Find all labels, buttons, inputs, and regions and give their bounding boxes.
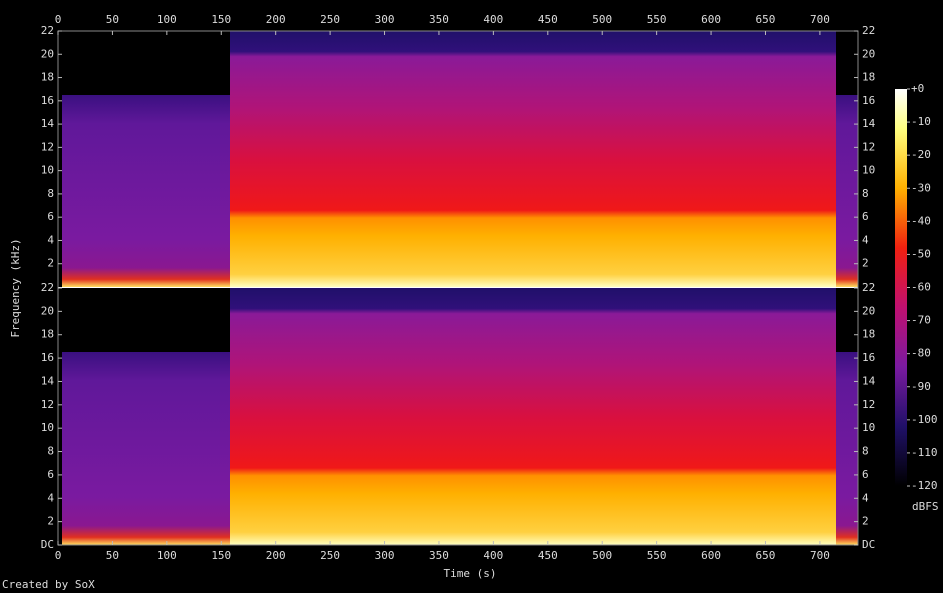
colorbar-tick-label: -10 [911, 115, 931, 128]
y-tick-label: 18 [41, 71, 54, 84]
y-tick-label: 12 [41, 398, 54, 411]
x-tick-label-top: 700 [810, 13, 830, 26]
y-tick-label: 20 [41, 47, 54, 60]
y-tick-label: 6 [47, 210, 54, 223]
y-tick-label: 6 [47, 468, 54, 481]
x-tick-label-top: 300 [375, 13, 395, 26]
colorbar-tick-label: -60 [911, 281, 931, 294]
x-tick-label: 50 [106, 549, 119, 562]
y-tick-label-right: 10 [862, 421, 875, 434]
y-tick-label-right: 16 [862, 94, 875, 107]
y-tick-label-right: 18 [862, 71, 875, 84]
y-tick-label: 18 [41, 328, 54, 341]
y-tick-label: 20 [41, 304, 54, 317]
x-tick-label-top: 0 [55, 13, 62, 26]
colorbar-tick-label: -40 [911, 214, 931, 227]
x-tick-label-top: 100 [157, 13, 177, 26]
x-tick-label: 550 [647, 549, 667, 562]
x-tick-label: 200 [266, 549, 286, 562]
x-tick-label: 600 [701, 549, 721, 562]
colorbar-tick-label: -70 [911, 314, 931, 327]
y-tick-label: DC [41, 538, 54, 551]
x-tick-label: 0 [55, 549, 62, 562]
x-tick-label: 150 [211, 549, 231, 562]
y-tick-label: 12 [41, 140, 54, 153]
x-tick-label-top: 500 [592, 13, 612, 26]
colorbar [895, 89, 907, 486]
y-tick-label-right: DC [862, 538, 875, 551]
y-tick-label-right: 6 [862, 468, 869, 481]
colorbar-label: dBFS [912, 500, 939, 513]
y-tick-label-right: 8 [862, 445, 869, 458]
spectrogram-image [58, 31, 858, 545]
x-tick-label-top: 450 [538, 13, 558, 26]
x-tick-label: 450 [538, 549, 558, 562]
y-tick-label: 10 [41, 421, 54, 434]
y-tick-label-right: 18 [862, 328, 875, 341]
y-tick-label: 14 [41, 117, 55, 130]
y-tick-label-right: 22 [862, 281, 875, 294]
x-tick-label: 100 [157, 549, 177, 562]
credit: Created by SoX [2, 578, 95, 591]
y-tick-label: 22 [41, 24, 54, 37]
x-tick-label: 350 [429, 549, 449, 562]
y-tick-label-right: 2 [862, 515, 869, 528]
y-tick-label: 2 [47, 515, 54, 528]
colorbar-tick-label: -100 [911, 413, 938, 426]
x-tick-label: 500 [592, 549, 612, 562]
y-tick-label-right: 2 [862, 257, 869, 270]
y-tick-label-right: 4 [862, 233, 869, 246]
y-tick-label: 10 [41, 164, 54, 177]
y-tick-label: 16 [41, 94, 54, 107]
x-tick-label-top: 650 [756, 13, 776, 26]
x-tick-label-top: 50 [106, 13, 119, 26]
y-tick-label-right: 12 [862, 140, 875, 153]
x-tick-label: 700 [810, 549, 830, 562]
y-tick-label: 22 [41, 281, 54, 294]
y-tick-label-right: 22 [862, 24, 875, 37]
y-tick-label: 8 [47, 445, 54, 458]
x-tick-label-top: 150 [211, 13, 231, 26]
y-tick-label-right: 12 [862, 398, 875, 411]
colorbar-tick-label: -20 [911, 148, 931, 161]
colorbar-tick-label: -90 [911, 380, 931, 393]
y-tick-label: 4 [47, 491, 54, 504]
x-tick-label-top: 250 [320, 13, 340, 26]
x-tick-label-top: 600 [701, 13, 721, 26]
colorbar-tick-label: +0 [911, 82, 924, 95]
colorbar-tick-label: -50 [911, 247, 931, 260]
x-tick-label-top: 550 [647, 13, 667, 26]
y-tick-label-right: 6 [862, 210, 869, 223]
colorbar-tick-label: -120 [911, 479, 938, 492]
colorbar-tick-label: -30 [911, 181, 931, 194]
y-tick-label-right: 14 [862, 374, 876, 387]
y-tick-label-right: 10 [862, 164, 875, 177]
y-tick-label: 2 [47, 257, 54, 270]
y-tick-label: 16 [41, 351, 54, 364]
y-tick-label: 4 [47, 233, 54, 246]
x-tick-label-top: 400 [483, 13, 503, 26]
colorbar-tick-label: -80 [911, 347, 931, 360]
y-tick-label-right: 4 [862, 491, 869, 504]
x-tick-label-top: 200 [266, 13, 286, 26]
y-tick-label: 14 [41, 374, 55, 387]
colorbar-tick-label: -110 [911, 446, 938, 459]
y-tick-label-right: 14 [862, 117, 876, 130]
y-tick-label-right: 20 [862, 304, 875, 317]
x-tick-label-top: 350 [429, 13, 449, 26]
x-tick-label: 400 [483, 549, 503, 562]
y-tick-label-right: 20 [862, 47, 875, 60]
y-tick-label: 8 [47, 187, 54, 200]
x-tick-label: 250 [320, 549, 340, 562]
x-tick-label: 300 [375, 549, 395, 562]
y-tick-label-right: 16 [862, 351, 875, 364]
y-tick-label-right: 8 [862, 187, 869, 200]
x-tick-label: 650 [756, 549, 776, 562]
y-axis-label: Frequency (kHz) [9, 238, 22, 337]
x-axis-label: Time (s) [444, 567, 497, 580]
